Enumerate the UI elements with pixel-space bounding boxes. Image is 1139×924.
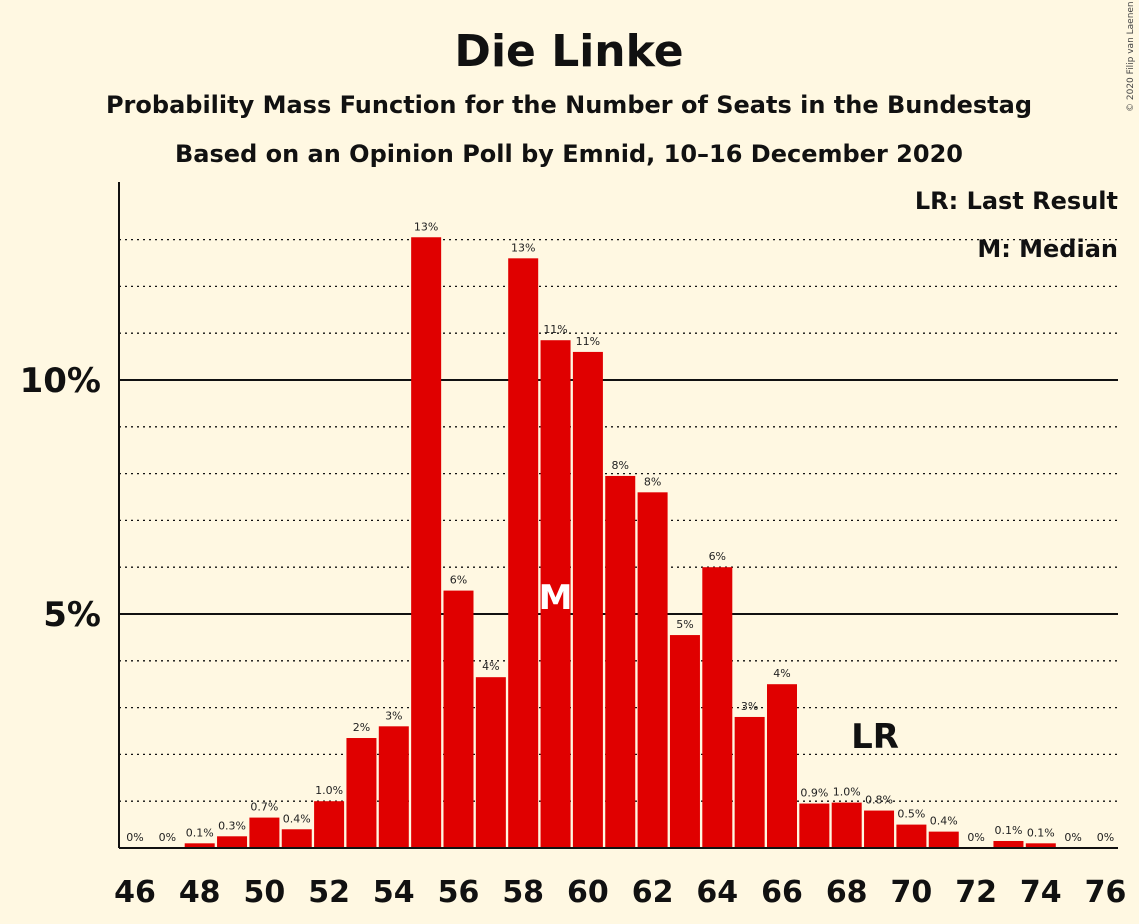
chart-subtitle-1: Probability Mass Function for the Number… bbox=[106, 91, 1032, 119]
bar-seat-67 bbox=[799, 803, 830, 848]
legend-median: M: Median bbox=[977, 235, 1118, 263]
median-marker: M bbox=[539, 578, 573, 618]
x-tick-label: 58 bbox=[502, 875, 544, 910]
x-tick-label: 72 bbox=[955, 875, 997, 910]
x-tick-label: 70 bbox=[891, 875, 933, 910]
x-tick-label: 56 bbox=[438, 875, 480, 910]
bar-seat-66 bbox=[767, 684, 797, 848]
bar-seat-71 bbox=[928, 831, 959, 848]
bar-seat-63 bbox=[669, 635, 700, 848]
copyright-notice: © 2020 Filip van Laenen bbox=[1126, 1, 1136, 112]
bar-value-label: 0.4% bbox=[283, 812, 311, 825]
bar-seat-54 bbox=[378, 726, 409, 848]
bar-seat-70 bbox=[896, 824, 927, 848]
bar-value-label: 1.0% bbox=[315, 784, 343, 797]
bar-seat-51 bbox=[281, 829, 312, 848]
x-tick-label: 64 bbox=[696, 875, 738, 910]
bar-value-label: 2% bbox=[353, 721, 370, 734]
bar-value-label: 8% bbox=[644, 475, 661, 488]
bars bbox=[184, 237, 1056, 848]
bar-value-label: 13% bbox=[511, 241, 535, 254]
bar-seat-50 bbox=[249, 817, 280, 848]
bar-value-label: 3% bbox=[385, 709, 402, 722]
bar-seat-58 bbox=[508, 258, 539, 848]
bar-seat-62 bbox=[637, 492, 668, 848]
bar-value-label: 0.7% bbox=[250, 801, 278, 814]
bar-value-label: 0.4% bbox=[930, 815, 958, 828]
bar-value-label: 0.8% bbox=[865, 794, 893, 807]
y-tick-label: 10% bbox=[20, 361, 101, 401]
chart-title: Die Linke bbox=[454, 26, 683, 77]
bar-seat-73 bbox=[993, 840, 1024, 848]
bar-seat-65 bbox=[734, 716, 765, 848]
bar-value-label: 0.3% bbox=[218, 819, 246, 832]
bar-seat-61 bbox=[605, 475, 636, 848]
x-tick-label: 68 bbox=[826, 875, 868, 910]
y-tick-label: 5% bbox=[43, 595, 101, 635]
x-tick-label: 62 bbox=[632, 875, 674, 910]
x-tick-label: 54 bbox=[373, 875, 415, 910]
x-tick-label: 48 bbox=[179, 875, 221, 910]
bar-value-label: 4% bbox=[482, 660, 499, 673]
bar-value-label: 6% bbox=[450, 574, 467, 587]
bar-value-label: 11% bbox=[576, 335, 600, 348]
chart-subtitle-2: Based on an Opinion Poll by Emnid, 10–16… bbox=[175, 140, 963, 168]
bar-value-label: 6% bbox=[709, 550, 726, 563]
bar-seat-55 bbox=[411, 237, 442, 848]
bar-value-label: 0% bbox=[159, 831, 176, 844]
bar-value-label: 0% bbox=[967, 831, 984, 844]
last-result-marker: LR bbox=[851, 717, 899, 757]
bar-seat-64 bbox=[702, 567, 733, 848]
x-tick-label: 76 bbox=[1085, 875, 1127, 910]
bar-value-label: 13% bbox=[414, 220, 438, 233]
x-axis-ticks: 46 48 50 52 54 56 58 60 62 64 66 68 70 72 74 76 bbox=[114, 875, 1126, 910]
bar-value-label: 0% bbox=[1097, 831, 1114, 844]
y-axis-ticks: 5% 10% bbox=[20, 361, 101, 635]
bar-seat-49 bbox=[217, 836, 248, 848]
bar-value-label: 0.9% bbox=[800, 787, 828, 800]
bar-value-label: 5% bbox=[676, 618, 693, 631]
bar-seat-53 bbox=[346, 738, 377, 848]
bar-seat-57 bbox=[475, 677, 506, 848]
bar-seat-59 bbox=[540, 340, 571, 848]
bar-seat-56 bbox=[443, 590, 474, 848]
bar-value-label: 11% bbox=[543, 323, 567, 336]
legend-last-result: LR: Last Result bbox=[915, 187, 1118, 215]
x-tick-label: 74 bbox=[1020, 875, 1062, 910]
x-tick-label: 46 bbox=[114, 875, 156, 910]
bar-seat-60 bbox=[572, 351, 603, 848]
bar-seat-74 bbox=[1025, 843, 1056, 848]
bar-value-label: 0.5% bbox=[897, 808, 925, 821]
bar-value-label: 0% bbox=[1064, 831, 1081, 844]
bar-value-label: 0.1% bbox=[1027, 826, 1055, 839]
x-tick-label: 60 bbox=[567, 875, 609, 910]
bar-value-label: 8% bbox=[612, 459, 629, 472]
bar-value-label: 3% bbox=[741, 700, 758, 713]
bar-seat-48 bbox=[184, 843, 215, 848]
bar-labels: 0% 0% 0.1% 0.3% 0.7% 0.4% 1.0% 2% 3% 13% 6% 4% 13% 11… bbox=[126, 220, 1114, 844]
bar-value-label: 0.1% bbox=[186, 826, 214, 839]
bar-value-label: 4% bbox=[773, 667, 790, 680]
bar-value-label: 1.0% bbox=[833, 786, 861, 799]
bar-seat-68 bbox=[831, 802, 862, 848]
bar-seat-69 bbox=[864, 810, 895, 848]
bar-value-label: 0% bbox=[126, 831, 143, 844]
x-tick-label: 52 bbox=[308, 875, 350, 910]
x-tick-label: 66 bbox=[761, 875, 803, 910]
bar-value-label: 0.1% bbox=[994, 824, 1022, 837]
bar-seat-52 bbox=[314, 801, 345, 848]
x-tick-label: 50 bbox=[244, 875, 286, 910]
